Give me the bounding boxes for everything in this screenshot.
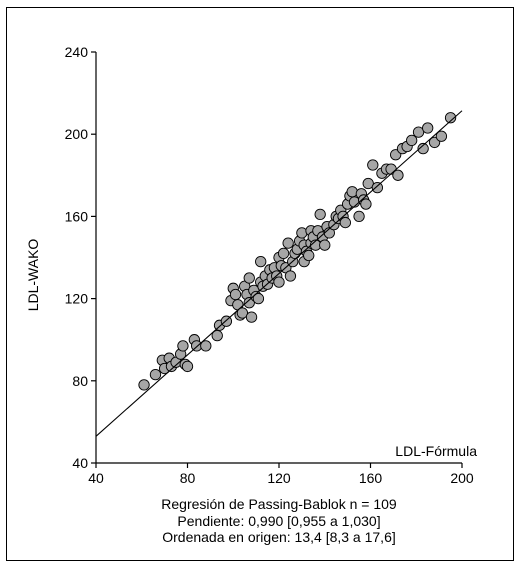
regression-line: [95, 110, 463, 437]
data-point: [229, 288, 242, 301]
data-point: [371, 181, 384, 194]
data-point: [245, 311, 258, 323]
data-point: [282, 237, 294, 249]
data-point: [277, 247, 290, 260]
y-axis-title: LDL-WAKO: [25, 239, 41, 312]
data-point: [181, 360, 194, 373]
data-point: [255, 255, 267, 268]
caption-slope: Pendiente: 0,990 [0,955 a 1,030]: [177, 513, 381, 529]
data-point: [236, 307, 249, 319]
data-point: [303, 249, 315, 262]
caption-regression: Regresión de Passing-Bablok n = 109: [161, 496, 397, 512]
data-point: [422, 122, 434, 134]
data-point: [314, 208, 326, 220]
data-point: [367, 159, 379, 171]
data-point: [296, 227, 308, 239]
y-tick-label: 80: [72, 373, 88, 389]
data-point: [417, 142, 429, 155]
figure-frame: [6, 7, 514, 561]
data-point: [138, 379, 150, 391]
x-tick-label: 40: [88, 470, 104, 486]
y-tick-label: 40: [72, 455, 88, 471]
y-tick-label: 240: [65, 44, 89, 60]
y-tick-label: 200: [65, 126, 89, 142]
data-point: [319, 239, 331, 251]
data-points: [138, 112, 457, 391]
data-point: [243, 272, 255, 284]
y-tick-label: 160: [65, 208, 89, 224]
y-tick-label: 120: [65, 291, 89, 307]
caption-intercept: Ordenada en origen: 13,4 [8,3 a 17,6]: [162, 529, 396, 545]
data-point: [273, 276, 285, 288]
data-point: [406, 134, 418, 147]
data-point: [392, 169, 404, 181]
data-point: [177, 340, 189, 352]
x-tick-label: 200: [450, 470, 474, 486]
ticks: 40 80 120 160 200 40 80 120 160 200 240: [65, 44, 474, 486]
data-point: [362, 177, 374, 190]
data-point: [200, 340, 212, 352]
data-point: [284, 270, 297, 282]
data-point: [412, 126, 425, 138]
x-tick-label: 80: [180, 470, 196, 486]
data-point: [346, 186, 358, 198]
data-point: [353, 210, 365, 223]
x-tick-label: 120: [267, 470, 291, 486]
x-axis-title: LDL-Fórmula: [395, 443, 477, 459]
regression-line-group: [95, 110, 463, 437]
data-point: [435, 130, 448, 142]
data-point: [339, 216, 351, 229]
data-point: [149, 368, 162, 381]
x-tick-label: 160: [359, 470, 383, 486]
data-point: [444, 112, 457, 124]
data-point: [360, 198, 372, 210]
data-point: [252, 292, 265, 305]
